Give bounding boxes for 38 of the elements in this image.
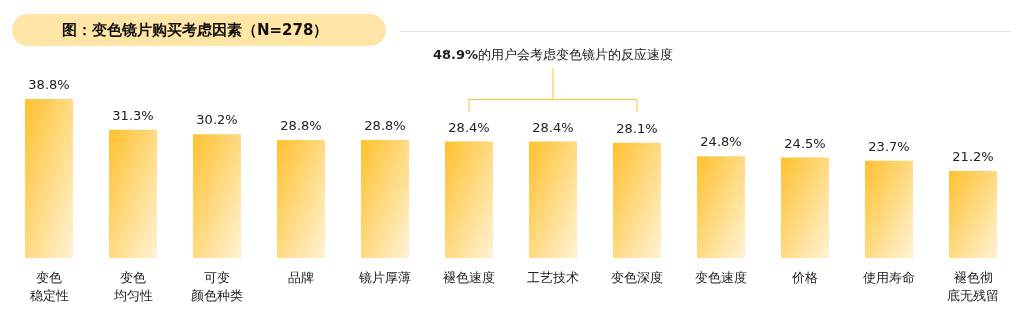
bar [781,157,829,258]
data-label: 28.4% [448,119,490,135]
data-label: 28.4% [532,119,574,135]
data-label: 38.8% [28,76,70,92]
data-label: 24.8% [700,134,742,150]
x-tick-label: 变色深度 [611,269,663,285]
x-tick-label: 使用寿命 [863,269,915,285]
x-tick-label: 价格 [791,269,818,285]
text: 48.9%的用户会考虑变色镜片的反应速度 [432,46,674,64]
bar [949,171,997,258]
bar [109,129,157,258]
bar [361,139,409,258]
data-label: 21.2% [952,149,994,165]
x-tick-label: 褪色彻底无残留 [947,269,999,303]
bar [25,98,73,258]
data-label: 31.3% [112,107,154,123]
bar [277,139,325,258]
x-tick-label: 镜片厚薄 [358,269,411,285]
bar [697,156,745,258]
x-tick-label: 可变颜色种类 [191,269,243,303]
data-label: 30.2% [196,112,238,128]
chart-title: 图：变色镜片购买考虑因素（N=278） [12,14,387,46]
x-tick-label: 变色稳定性 [29,269,69,303]
data-label: 24.5% [784,135,826,151]
bar [613,142,661,258]
bar [529,141,577,258]
x-tick-label: 品牌 [288,269,314,285]
x-tick-label: 变色均匀性 [112,269,153,303]
data-label: 28.1% [616,120,658,136]
x-tick-label: 工艺技术 [527,269,579,285]
bar [193,134,241,258]
data-label: 23.7% [868,138,910,154]
bar [445,141,493,258]
x-tick-label: 褪色速度 [443,269,495,285]
data-label: 28.8% [364,117,406,133]
data-label: 28.8% [280,117,322,133]
x-tick-label: 变色速度 [695,269,747,285]
bar [865,160,913,258]
